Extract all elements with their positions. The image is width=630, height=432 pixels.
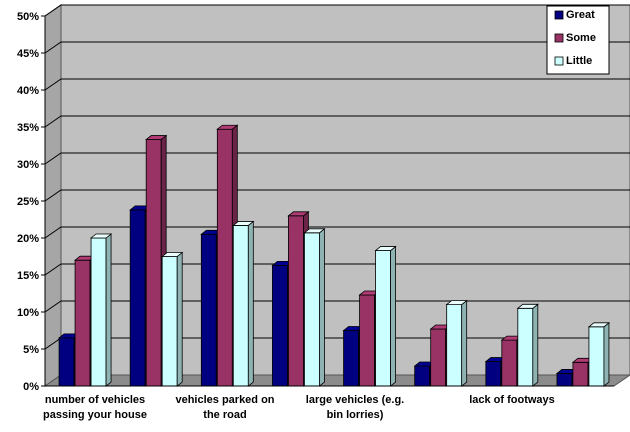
bar-little (445, 299, 468, 387)
x-category-label: passing your house (43, 409, 147, 421)
y-tick-label: 30% (17, 159, 39, 171)
bar-front (161, 256, 178, 387)
gridline (44, 4, 630, 17)
bar-front (129, 209, 146, 387)
bar-side (176, 251, 183, 387)
bar-top (516, 303, 539, 309)
bar-front (485, 361, 502, 387)
bar-side (319, 227, 325, 387)
bar-side (532, 303, 539, 387)
x-category-label: large vehicles (e.g. (306, 394, 404, 406)
bar-front (359, 294, 375, 387)
bar-top (287, 211, 310, 217)
gridline (44, 189, 630, 202)
bar-front (288, 215, 304, 387)
bar-little (587, 321, 611, 387)
y-tick-label: 0% (23, 381, 39, 393)
bar-top (374, 246, 397, 251)
bar-top (303, 228, 326, 234)
y-tick-label: 5% (23, 344, 39, 356)
gridline (44, 152, 630, 165)
legend: Great Some Little (546, 5, 610, 75)
bar-little (161, 251, 184, 387)
bar-front (232, 225, 249, 387)
bar-side (603, 321, 610, 387)
x-category-label: lack of footways (469, 394, 555, 406)
legend-swatch (554, 33, 564, 43)
bar-front (375, 250, 391, 387)
bar-top (89, 233, 113, 239)
bar-top (216, 124, 239, 130)
legend-swatch (554, 10, 564, 20)
y-tick-label: 50% (17, 11, 39, 23)
x-category-label: bin lorries) (327, 409, 384, 421)
bar-front (572, 361, 589, 387)
x-category-label: vehicles parked on (175, 394, 274, 406)
y-tick-label: 20% (17, 233, 39, 245)
bar-front (501, 339, 518, 387)
gridline (44, 78, 630, 91)
bar-side (461, 299, 468, 387)
y-tick-label: 40% (17, 85, 39, 97)
gridline (44, 226, 630, 239)
bar-little (232, 220, 255, 387)
bar-side (390, 245, 396, 387)
gridline (44, 41, 630, 54)
bar-front (58, 337, 75, 387)
bar-front (216, 128, 233, 387)
bar-top (161, 252, 184, 257)
bar-little (303, 227, 326, 387)
y-tick-label: 10% (17, 307, 39, 319)
bar-front (272, 264, 288, 387)
bar-front (556, 373, 573, 387)
bar-little (374, 245, 397, 387)
bar-front (517, 307, 534, 387)
gridline (44, 300, 630, 313)
legend-label: Some (566, 32, 596, 44)
bar-little (516, 303, 539, 387)
bar-front (304, 232, 320, 387)
bar-front (588, 326, 605, 387)
gridline (44, 115, 630, 128)
bar-top (445, 300, 468, 306)
bar-front (74, 259, 91, 387)
legend-label: Little (566, 55, 592, 67)
y-tick-label: 35% (17, 122, 39, 134)
bar-front (200, 233, 217, 387)
bar-front (343, 330, 359, 387)
legend-label: Great (566, 9, 595, 21)
bar-top (145, 135, 168, 140)
bar-top (587, 322, 611, 328)
y-axis: 0% 5% 10% 15% 20% 25% 30% 35% 40% 45% 50% (17, 4, 630, 393)
y-tick-label: 15% (17, 270, 39, 282)
y-tick-label: 25% (17, 196, 39, 208)
bar-side (105, 233, 112, 387)
bar-front (90, 237, 107, 387)
bars (57, 124, 611, 387)
legend-swatch (554, 56, 564, 66)
y-tick-label: 45% (17, 48, 39, 60)
bar-top (232, 221, 255, 226)
bar-side (247, 220, 254, 387)
bar-front (446, 304, 463, 387)
bar-front (430, 328, 447, 387)
gridline (44, 263, 630, 276)
bar-front (414, 365, 431, 387)
x-category-label: the road (203, 409, 246, 421)
bar-little (89, 233, 113, 387)
bar-front (145, 139, 162, 387)
x-category-label: number of vehicles (45, 394, 145, 406)
